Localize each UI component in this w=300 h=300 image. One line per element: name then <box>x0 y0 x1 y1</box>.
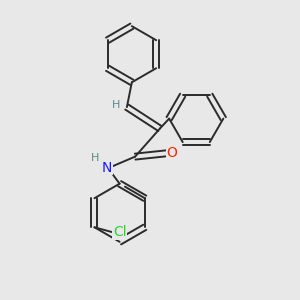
Text: O: O <box>167 146 178 160</box>
Text: H: H <box>91 153 99 163</box>
Text: H: H <box>112 100 121 110</box>
Text: N: N <box>102 160 112 175</box>
Text: Cl: Cl <box>113 225 127 239</box>
